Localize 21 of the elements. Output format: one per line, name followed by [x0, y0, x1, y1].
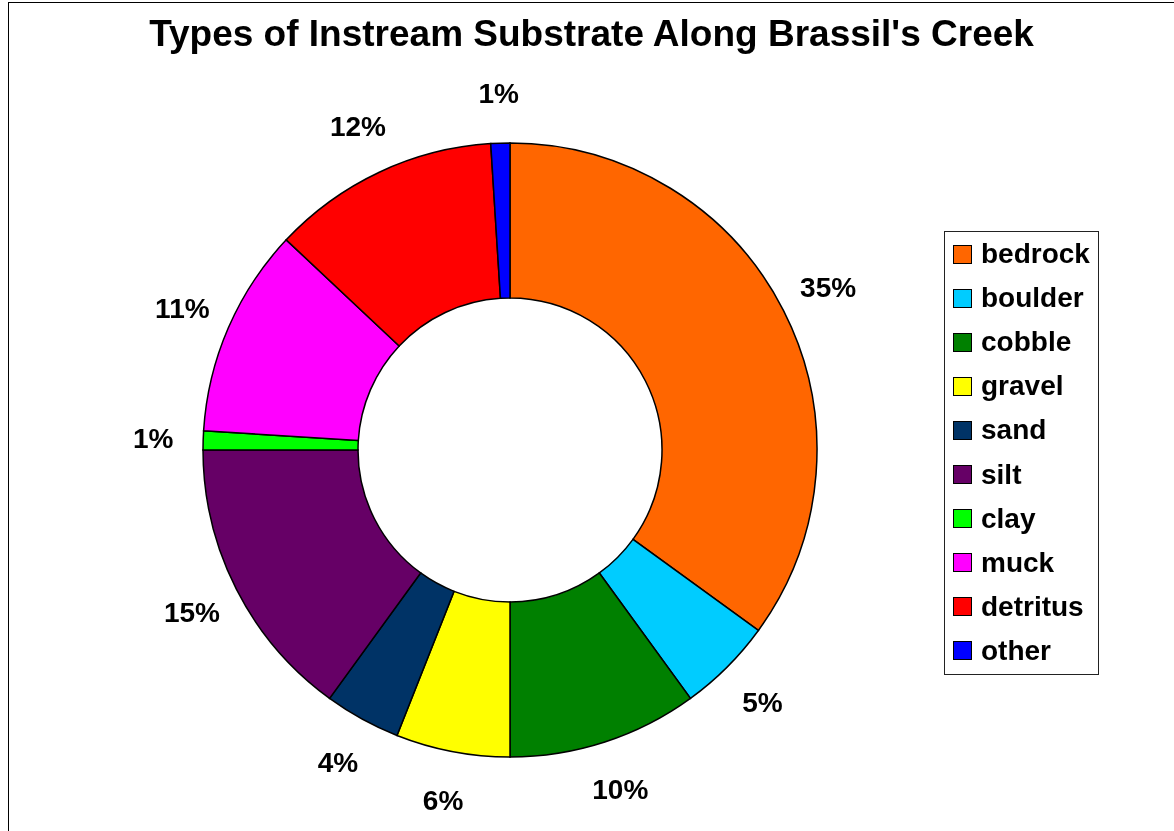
legend-label: sand	[981, 414, 1047, 446]
data-label: 12%	[329, 111, 387, 143]
data-label: 1%	[478, 77, 520, 109]
data-label: 4%	[317, 747, 359, 779]
data-label: 10%	[592, 774, 649, 806]
data-label: 15%	[163, 596, 221, 628]
chart-title: Types of Instream Substrate Along Brassil's Creek	[148, 13, 1035, 54]
legend-label: silt	[981, 458, 1022, 490]
legend-label: muck	[981, 546, 1055, 578]
legend-label: gravel	[981, 370, 1064, 402]
legend-label: cobble	[981, 326, 1072, 358]
data-label: 6%	[422, 785, 464, 817]
legend-label: detritus	[981, 590, 1084, 622]
legend-label: other	[981, 634, 1051, 666]
legend-label: clay	[981, 502, 1036, 534]
data-label: 35%	[800, 272, 857, 304]
data-label: 5%	[742, 686, 783, 718]
data-label: 11%	[155, 292, 210, 324]
legend-label: boulder	[981, 282, 1084, 314]
legend-label: bedrock	[981, 238, 1090, 270]
data-label: 1%	[132, 423, 174, 455]
